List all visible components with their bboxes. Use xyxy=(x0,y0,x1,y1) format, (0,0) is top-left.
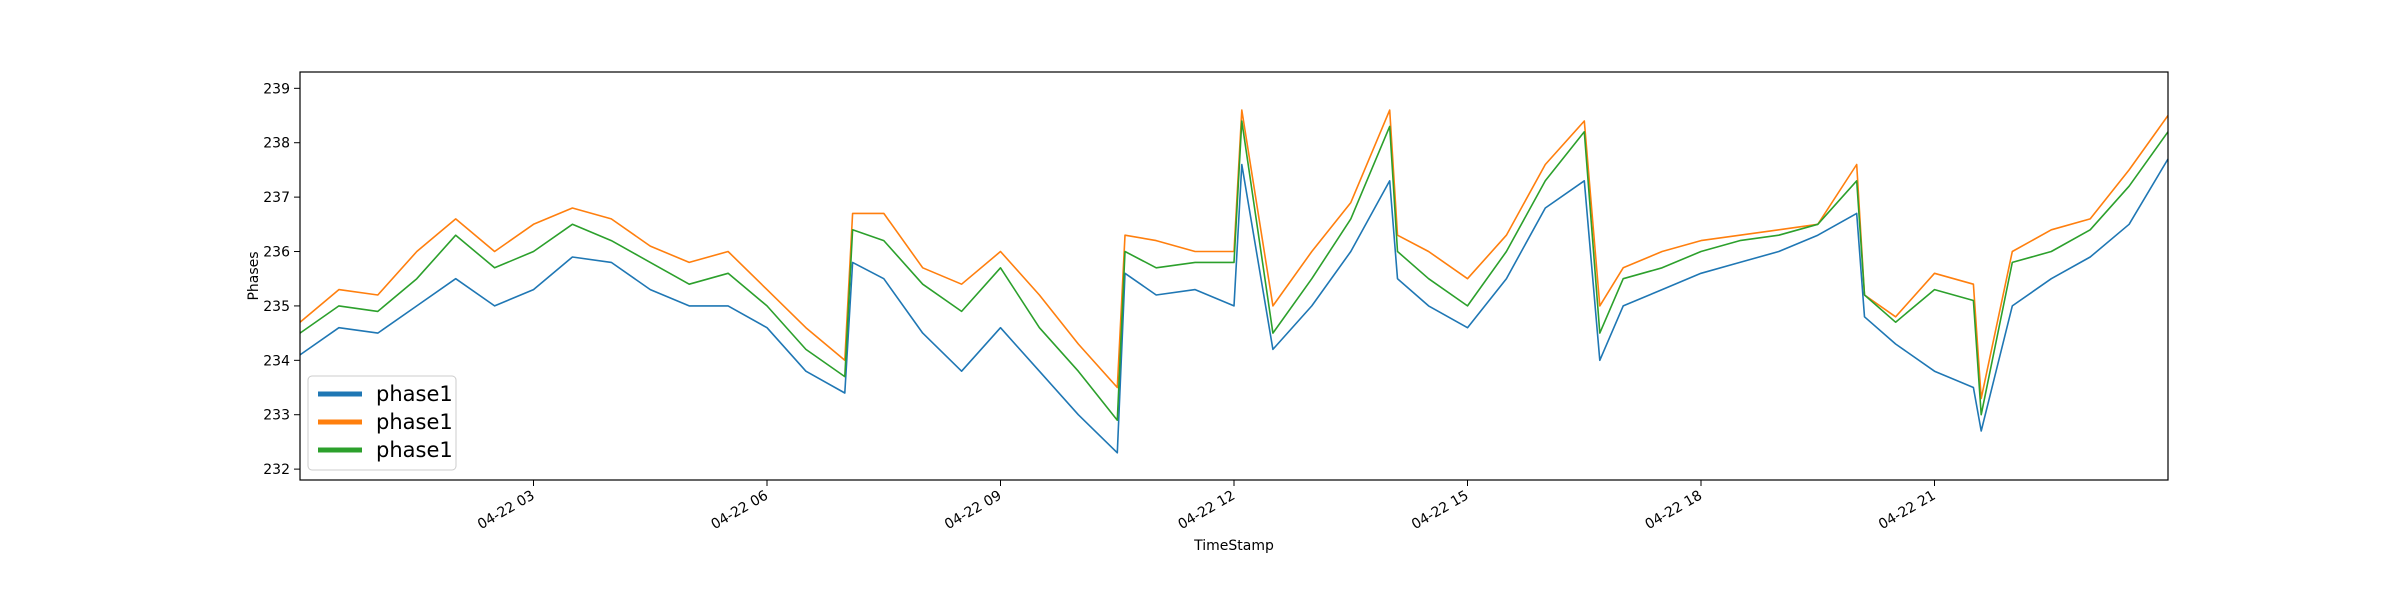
y-tick-label: 236 xyxy=(263,245,290,261)
y-tick-label: 233 xyxy=(263,408,290,424)
y-tick-label: 238 xyxy=(263,136,290,152)
y-tick-label: 234 xyxy=(263,353,290,369)
y-axis-title: Phases xyxy=(246,251,262,300)
legend-label: phase1 xyxy=(376,382,453,406)
legend: phase1 phase1 phase1 xyxy=(307,375,457,471)
legend-box xyxy=(307,375,457,471)
x-axis-title: TimeStamp xyxy=(1193,538,1274,554)
series-line-1 xyxy=(299,158,2169,454)
series-line-3 xyxy=(299,120,2169,422)
y-tick-label: 235 xyxy=(263,299,290,315)
legend-label: phase1 xyxy=(376,438,453,462)
y-tick-label: 237 xyxy=(263,190,290,206)
y-tick-label: 239 xyxy=(263,81,290,97)
y-tick-label: 232 xyxy=(263,462,290,478)
legend-label: phase1 xyxy=(376,410,453,434)
y-axis: 232 233 234 235 236 237 238 239 xyxy=(263,81,300,478)
series-layer xyxy=(299,109,2169,454)
